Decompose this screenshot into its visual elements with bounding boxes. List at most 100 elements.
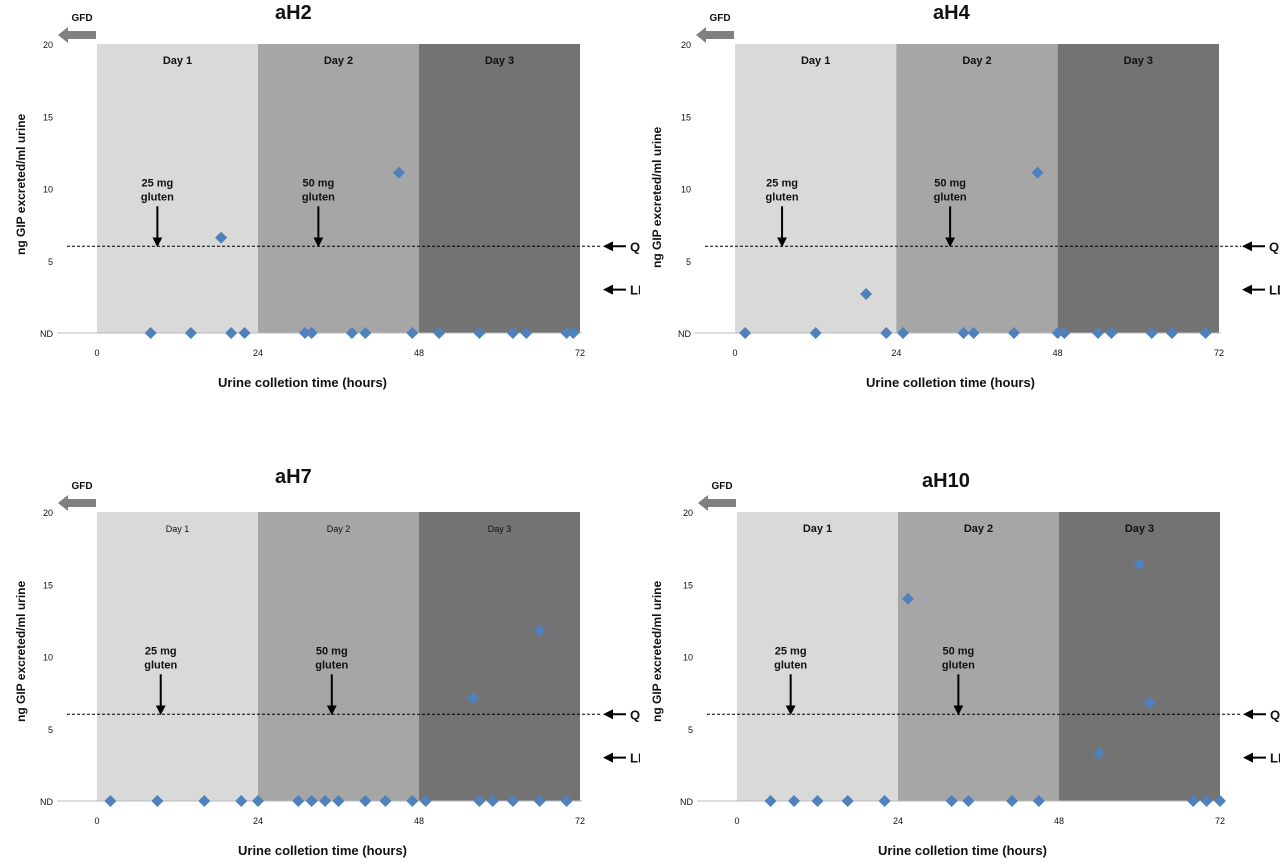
y-tick-label: 20 xyxy=(681,40,691,50)
y-tick-label: 5 xyxy=(688,725,693,735)
y-tick-label: 15 xyxy=(43,112,53,122)
x-tick-label: 24 xyxy=(893,816,903,826)
data-point xyxy=(419,795,432,807)
data-point xyxy=(486,795,499,807)
day-label: Day 2 xyxy=(964,523,993,535)
y-tick-label: ND xyxy=(678,329,691,339)
data-point xyxy=(1143,696,1156,709)
data-point xyxy=(238,327,251,339)
data-point xyxy=(764,795,777,807)
day-label: Day 3 xyxy=(1124,55,1153,67)
y-tick-label: 5 xyxy=(48,257,53,267)
y-tick-label: 20 xyxy=(43,508,53,518)
data-point xyxy=(1199,327,1212,339)
chart-plot: Day 1 Day 2 Day 3 ND 5 10 15 20 0 24 48 72 GFD QL LDT 2… xyxy=(680,481,1280,826)
day-label: Day 3 xyxy=(488,524,512,534)
x-axis-label: Urine colletion time (hours) xyxy=(878,843,1048,858)
dose-label: 50 mg xyxy=(934,177,966,189)
y-tick-label: 10 xyxy=(683,653,693,663)
ql-label: QL xyxy=(630,707,640,722)
day-band-2 xyxy=(896,44,1058,333)
data-point xyxy=(878,795,891,807)
x-tick-label: 0 xyxy=(734,816,739,826)
x-tick-label: 24 xyxy=(253,816,263,826)
data-point xyxy=(215,231,228,244)
data-point xyxy=(957,327,970,339)
y-tick-label: 15 xyxy=(681,112,691,122)
data-point xyxy=(473,795,486,807)
data-point xyxy=(305,795,318,807)
chart-title: aH7 xyxy=(275,466,312,488)
data-point xyxy=(406,795,419,807)
data-point xyxy=(1007,327,1020,339)
ql-label: QL xyxy=(630,239,640,254)
day-label: Day 3 xyxy=(1125,523,1154,535)
data-point xyxy=(184,327,197,339)
data-point xyxy=(235,795,248,807)
gfd-arrow-icon xyxy=(58,495,96,511)
data-point xyxy=(359,795,372,807)
data-point xyxy=(319,795,332,807)
y-tick-label: 5 xyxy=(48,725,53,735)
gfd-arrow-icon xyxy=(58,27,96,43)
x-tick-label: 72 xyxy=(1215,816,1225,826)
data-point xyxy=(967,327,980,339)
data-point xyxy=(788,795,801,807)
data-point xyxy=(945,795,958,807)
data-point xyxy=(252,795,264,807)
day-label: Day 2 xyxy=(324,55,353,67)
ldt-label: LDT xyxy=(1270,751,1280,766)
day-band-3 xyxy=(419,512,580,801)
x-tick-label: 24 xyxy=(253,348,263,358)
x-tick-label: 48 xyxy=(1054,816,1064,826)
data-point xyxy=(809,327,822,339)
dose-label: gluten xyxy=(141,191,174,203)
dose-label: gluten xyxy=(934,191,967,203)
data-point xyxy=(473,327,486,339)
x-tick-label: 48 xyxy=(1053,348,1063,358)
x-tick-label: 0 xyxy=(94,348,99,358)
x-tick-label: 72 xyxy=(1214,348,1224,358)
data-point xyxy=(1200,795,1213,807)
dose-label: 25 mg xyxy=(775,645,807,657)
data-point xyxy=(298,327,311,339)
dose-label: gluten xyxy=(942,659,975,671)
gfd-label: GFD xyxy=(711,481,732,492)
data-point xyxy=(1105,327,1118,339)
chart-title: aH10 xyxy=(922,470,970,492)
data-point xyxy=(332,795,345,807)
y-tick-label: ND xyxy=(680,797,693,807)
data-point xyxy=(533,624,546,637)
day-label: Day 3 xyxy=(485,55,514,67)
day-band-1 xyxy=(97,44,258,333)
dose-label: 25 mg xyxy=(145,645,177,657)
data-point xyxy=(1165,327,1178,339)
data-point xyxy=(811,795,824,807)
data-point xyxy=(962,795,975,807)
day-band-3 xyxy=(419,44,580,333)
day-label: Day 1 xyxy=(803,523,832,535)
day-label: Day 2 xyxy=(327,524,351,534)
data-point xyxy=(897,327,910,339)
data-point xyxy=(902,592,915,605)
data-point xyxy=(466,692,479,705)
y-tick-label: 20 xyxy=(43,40,53,50)
gfd-label: GFD xyxy=(71,13,92,24)
gfd-label: GFD xyxy=(709,13,730,24)
y-tick-label: 10 xyxy=(43,185,53,195)
data-point xyxy=(1058,327,1071,339)
day-label: Day 2 xyxy=(962,55,991,67)
x-axis-label: Urine colletion time (hours) xyxy=(218,375,388,390)
day-band-2 xyxy=(898,512,1059,801)
data-point xyxy=(1214,795,1226,807)
data-point xyxy=(379,795,392,807)
ldt-label: LDT xyxy=(630,283,640,298)
day-band-1 xyxy=(97,512,258,801)
y-tick-label: 15 xyxy=(43,580,53,590)
data-point xyxy=(144,327,157,339)
data-point xyxy=(1031,166,1044,179)
data-point xyxy=(860,287,873,300)
